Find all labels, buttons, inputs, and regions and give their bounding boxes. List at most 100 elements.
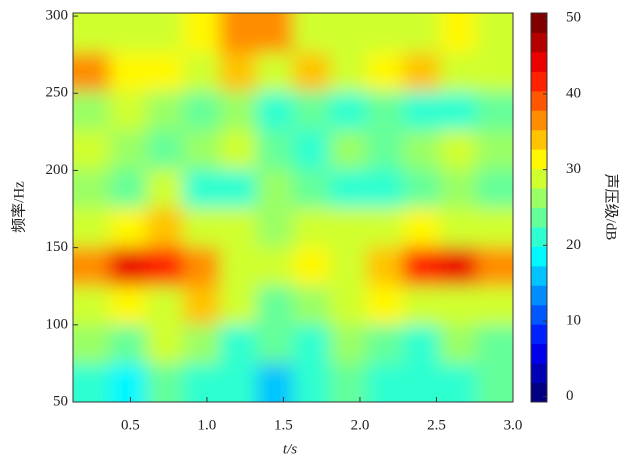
heatmap-cell [146, 13, 184, 53]
heatmap-cell [219, 285, 257, 325]
heatmap-cell [329, 90, 367, 131]
heatmap-cell [293, 363, 331, 402]
heatmap-cell [366, 285, 404, 325]
colorbar-tick-label: 40 [566, 85, 581, 101]
heatmap-cell [293, 168, 331, 208]
heatmap-cell [403, 363, 441, 402]
colorbar-band [531, 207, 547, 228]
heatmap-cell [183, 90, 221, 131]
heatmap-cell [403, 51, 441, 92]
x-tick-label: 1.5 [274, 417, 293, 433]
y-axis-label: 频率/Hz [10, 181, 27, 233]
heatmap-cell [403, 207, 441, 247]
heatmap-cell [366, 324, 404, 364]
heatmap-cell [403, 324, 441, 364]
heatmap-cell [109, 207, 147, 247]
heatmap-cell [73, 129, 111, 170]
heatmap-cell [146, 246, 184, 286]
heatmap-cell [439, 246, 477, 286]
x-tick-label: 2.0 [351, 417, 370, 433]
heatmap-cell [73, 13, 111, 53]
x-tick-label: 0.5 [121, 417, 140, 433]
colorbar-tick-label: 30 [566, 161, 581, 177]
heatmap-cell [366, 51, 404, 92]
heatmap-cells [73, 13, 513, 402]
heatmap-cell [403, 246, 441, 286]
heatmap-cell [293, 246, 331, 286]
heatmap-cell [476, 285, 513, 325]
colorbar-band [531, 343, 547, 364]
heatmap-cell [146, 324, 184, 364]
heatmap-cell [256, 246, 294, 286]
heatmap-cell [109, 246, 147, 286]
heatmap-cell [329, 285, 367, 325]
colorbar-band [531, 90, 547, 111]
plot-frame [72, 12, 514, 403]
heatmap-cell [403, 129, 441, 170]
heatmap-cell [219, 13, 257, 53]
y-tick-label: 100 [46, 316, 69, 332]
y-tick-label: 200 [46, 162, 69, 178]
heatmap-cell [73, 90, 111, 131]
heatmap-cell [219, 168, 257, 208]
heatmap-cell [73, 246, 111, 286]
colorbar-label: 声压级/dB [603, 174, 621, 241]
heatmap-cell [219, 363, 257, 402]
heatmap-cell [403, 13, 441, 53]
colorbar-band [531, 324, 547, 345]
colorbar-band [531, 51, 547, 72]
heatmap-cell [146, 90, 184, 131]
heatmap-cell [476, 363, 513, 402]
heatmap-cell [109, 324, 147, 364]
colorbar-band [531, 246, 547, 267]
heatmap-cell [366, 129, 404, 170]
heatmap-cell [146, 285, 184, 325]
heatmap-cell [109, 13, 147, 53]
heatmap-cell [366, 90, 404, 131]
x-tick-label: 2.5 [427, 417, 446, 433]
x-tick-label: 3.0 [504, 417, 523, 433]
heatmap-cell [183, 285, 221, 325]
x-tick-label: 1.0 [198, 417, 217, 433]
heatmap-cell [476, 129, 513, 170]
heatmap-cell [109, 363, 147, 402]
heatmap-cell [329, 51, 367, 92]
heatmap-cell [73, 51, 111, 92]
heatmap-cell [439, 324, 477, 364]
heatmap-cell [366, 168, 404, 208]
heatmap-cell [219, 207, 257, 247]
heatmap-cell [366, 363, 404, 402]
heatmap-cell [109, 168, 147, 208]
y-tick-label: 50 [53, 393, 68, 409]
heatmap-cell [256, 13, 294, 53]
heatmap-cell [146, 207, 184, 247]
colorbar-band [531, 149, 547, 170]
heatmap-cell [256, 207, 294, 247]
heatmap-cell [183, 246, 221, 286]
heatmap-cell [293, 129, 331, 170]
heatmap-cell [366, 246, 404, 286]
heatmap-cell [256, 168, 294, 208]
heatmap-cell [293, 51, 331, 92]
heatmap-cell [256, 51, 294, 92]
heatmap-cell [476, 207, 513, 247]
colorbar-band [531, 226, 547, 247]
heatmap-cell [329, 207, 367, 247]
heatmap-cell [293, 207, 331, 247]
heatmap-cell [146, 168, 184, 208]
heatmap-cell [366, 207, 404, 247]
colorbar-band [531, 188, 547, 208]
heatmap-cell [256, 324, 294, 364]
heatmap-cell [183, 324, 221, 364]
heatmap-cell [403, 285, 441, 325]
heatmap-cell [219, 51, 257, 92]
colorbar-band [531, 382, 547, 403]
heatmap-cell [73, 207, 111, 247]
heatmap-cell [329, 363, 367, 402]
heatmap-cell [366, 13, 404, 53]
heatmap-cell [183, 168, 221, 208]
colorbar-band [531, 32, 547, 53]
heatmap-cell [476, 168, 513, 208]
heatmap-cell [439, 51, 477, 92]
